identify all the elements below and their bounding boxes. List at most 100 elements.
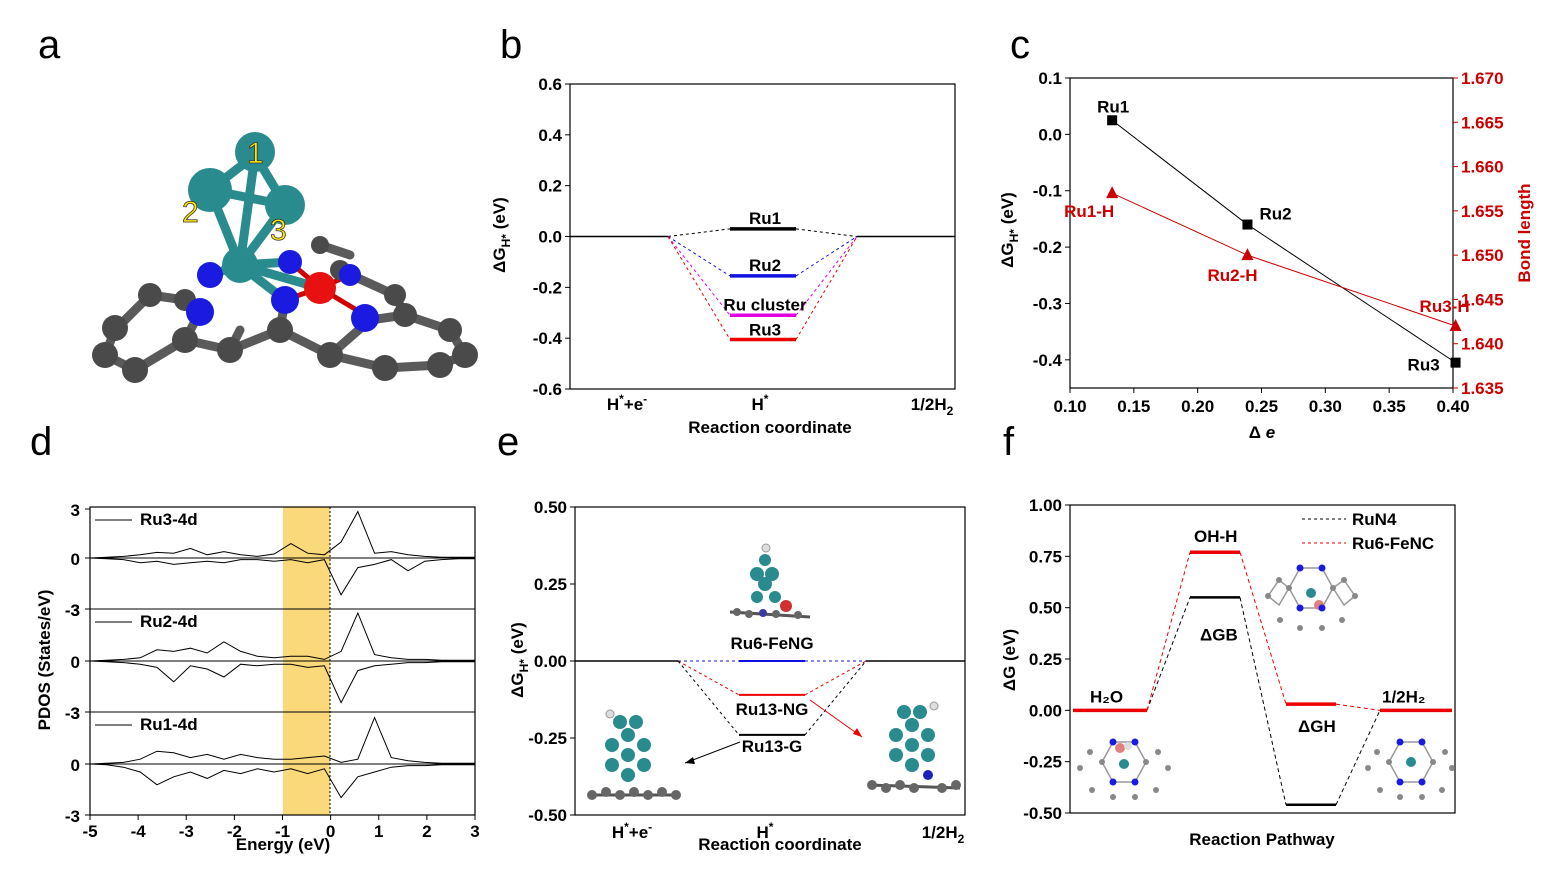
chart-c: 0.10 0.15 0.20 0.25 0.30 0.35 0.40 0.1 0.0 -0.1 -0…: [998, 69, 1534, 442]
chart-c-xtick-label: 0.20: [1181, 397, 1214, 416]
chart-f-xlabel: Reaction Pathway: [1189, 830, 1335, 849]
chart-d-legend-label: Ru2-4d: [140, 612, 198, 631]
chart-b-xcat-0: H*+e-: [607, 392, 647, 414]
chart-c-xlabel: Δ e: [1249, 423, 1275, 442]
chart-b-ytick-label: 0.2: [538, 177, 562, 196]
legend-label-run4: RuN4: [1352, 510, 1397, 529]
chart-b-connector-0: [667, 228, 731, 237]
panel-label-a: a: [38, 23, 61, 67]
chart-e-level-label: Ru13-NG: [736, 700, 809, 719]
chart-c-ytick-label: 0.1: [1038, 69, 1062, 88]
chart-d-ytick-label: 3: [71, 501, 80, 520]
chart-f-ylabel: ΔG (eV): [1000, 629, 1019, 691]
chart-b-ytick-label: -0.4: [533, 329, 563, 348]
chart-c-ytick-label: -0.4: [1033, 351, 1063, 370]
chart-e-ytick-label: -0.25: [528, 729, 567, 748]
chart-d-ytick-label: -3: [65, 807, 80, 826]
chart-c-point: [1107, 115, 1118, 126]
chart-b-connector-1: [795, 236, 858, 277]
chart-b-connector-3: [795, 236, 858, 340]
chart-e-ytick-label: -0.50: [528, 806, 567, 825]
chart-c-y2tick-label: 1.640: [1461, 335, 1504, 354]
chart-c-y2tick-label: 1.635: [1461, 379, 1504, 398]
chart-c-frame: [1069, 77, 1454, 389]
chart-f-connector-0-2: [1335, 710, 1381, 805]
chart-d-ytick-label: -3: [65, 601, 80, 620]
chart-c-ytick-label: -0.1: [1033, 182, 1062, 201]
chart-f-cat-label-oh-h: OH-H: [1194, 527, 1237, 546]
chart-f-connector-1-0: [1146, 552, 1191, 711]
chart-b-connector-2: [667, 236, 731, 316]
chart-d-pdos-up-1: [89, 611, 475, 662]
chart-c-point: [1242, 219, 1253, 230]
chart-b-connector-1: [667, 236, 731, 277]
chart-c-xtick-label: 0.25: [1245, 397, 1278, 416]
chart-e-connector-1: [677, 660, 740, 696]
chart-e-connector-2: [804, 660, 867, 736]
arrow-ru13-g: [684, 741, 741, 764]
panel-label-e: e: [497, 420, 519, 464]
chart-f-ytick-label: -0.50: [1023, 804, 1062, 823]
chart-c-point-label: Ru2: [1259, 205, 1291, 224]
chart-d-xlabel: Energy (eV): [236, 835, 330, 854]
chart-b-connector-0: [795, 228, 858, 237]
chart-f-annotation-dgb: ΔGB: [1200, 625, 1238, 644]
chart-d-xtick-label: -5: [82, 822, 97, 841]
chart-c-point: [1450, 357, 1461, 368]
chart-f-cat-label-h2: 1/2H₂: [1382, 687, 1425, 706]
chart-b-ytick-label: 0.6: [538, 75, 562, 94]
chart-e-ytick-label: 0.50: [534, 498, 567, 517]
molecule-illustration-a: 1 2 3: [92, 132, 478, 383]
chart-b-ytick-label: -0.6: [533, 380, 562, 399]
chart-d-xtick-label: 3: [470, 822, 479, 841]
chart-c-y2tick-label: 1.665: [1461, 113, 1504, 132]
chart-d-ytick-label: 0: [71, 550, 80, 569]
chart-f-connector-1-2: [1335, 703, 1381, 711]
chart-e-connector-1: [804, 660, 867, 696]
chart-c-y2tick-label: 1.655: [1461, 202, 1504, 221]
chart-c-xtick-label: 0.10: [1053, 397, 1086, 416]
chart-e-level-label: Ru13-G: [742, 737, 802, 756]
chart-c-xtick-label: 0.40: [1436, 397, 1469, 416]
panel-label-c: c: [1010, 23, 1030, 67]
legend-label-ru6-fenc: Ru6-FeNC: [1352, 534, 1434, 553]
chart-b-xcat-1: H*: [752, 392, 769, 414]
chart-b-xlabel: Reaction coordinate: [688, 418, 851, 437]
chart-c-ytick-label: -0.3: [1033, 294, 1062, 313]
chart-b-connector-3: [667, 236, 731, 340]
chart-f-annotation-dgh: ΔGH: [1298, 717, 1336, 736]
chart-e-xcat-0: H*+e-: [612, 820, 652, 842]
chart-b-level-label: Ru cluster: [723, 295, 807, 314]
chart-d-xtick-label: -2: [227, 822, 242, 841]
chart-c-y2tick-label: 1.645: [1461, 290, 1504, 309]
chart-c-point: [1106, 186, 1119, 199]
chart-f-ytick-label: 1.00: [1029, 496, 1062, 515]
chart-d-ylabel: PDOS (States/eV): [35, 590, 54, 731]
chart-d-pdos-down-0: [89, 557, 475, 596]
chart-e-xcat-2: 1/2H2: [922, 823, 965, 846]
chart-d-ytick-label: -3: [65, 704, 80, 723]
chart-b-level-label: Ru2: [749, 256, 781, 275]
chart-f-ytick-label: -0.25: [1023, 753, 1062, 772]
chart-c-point-label: Ru3: [1408, 356, 1440, 375]
chart-e-xlabel: Reaction coordinate: [698, 835, 861, 854]
structure-thumbnail-f2: [1077, 738, 1171, 800]
chart-b-ytick-label: 0.0: [538, 228, 562, 247]
chart-b: 0.6 0.4 0.2 0.0 -0.2 -0.4 -0.6 Ru1 Ru2 Ru cluste…: [490, 75, 956, 437]
chart-b-xcat-2: 1/2H2: [911, 395, 954, 418]
chart-c-point-label: Ru1: [1097, 97, 1129, 116]
chart-c-point-label: Ru1-H: [1064, 202, 1114, 221]
panel-label-f: f: [1003, 420, 1015, 464]
chart-f-cat-label-h2o: H₂O: [1090, 687, 1123, 706]
chart-d-xtick-label: -4: [131, 822, 147, 841]
chart-c-point: [1449, 319, 1462, 331]
chart-c-xtick-label: 0.35: [1373, 397, 1406, 416]
structure-thumbnail-ru13-ng: [867, 701, 961, 793]
chart-e-level-label: Ru6-FeNG: [730, 634, 813, 653]
chart-c-y2tick-label: 1.650: [1461, 246, 1504, 265]
chart-d-xtick-label: 1: [374, 822, 383, 841]
chart-c-y2label: Bond length: [1515, 183, 1534, 282]
chart-e-ytick-label: 0.25: [534, 575, 567, 594]
arrow-ru13-ng: [809, 699, 863, 738]
